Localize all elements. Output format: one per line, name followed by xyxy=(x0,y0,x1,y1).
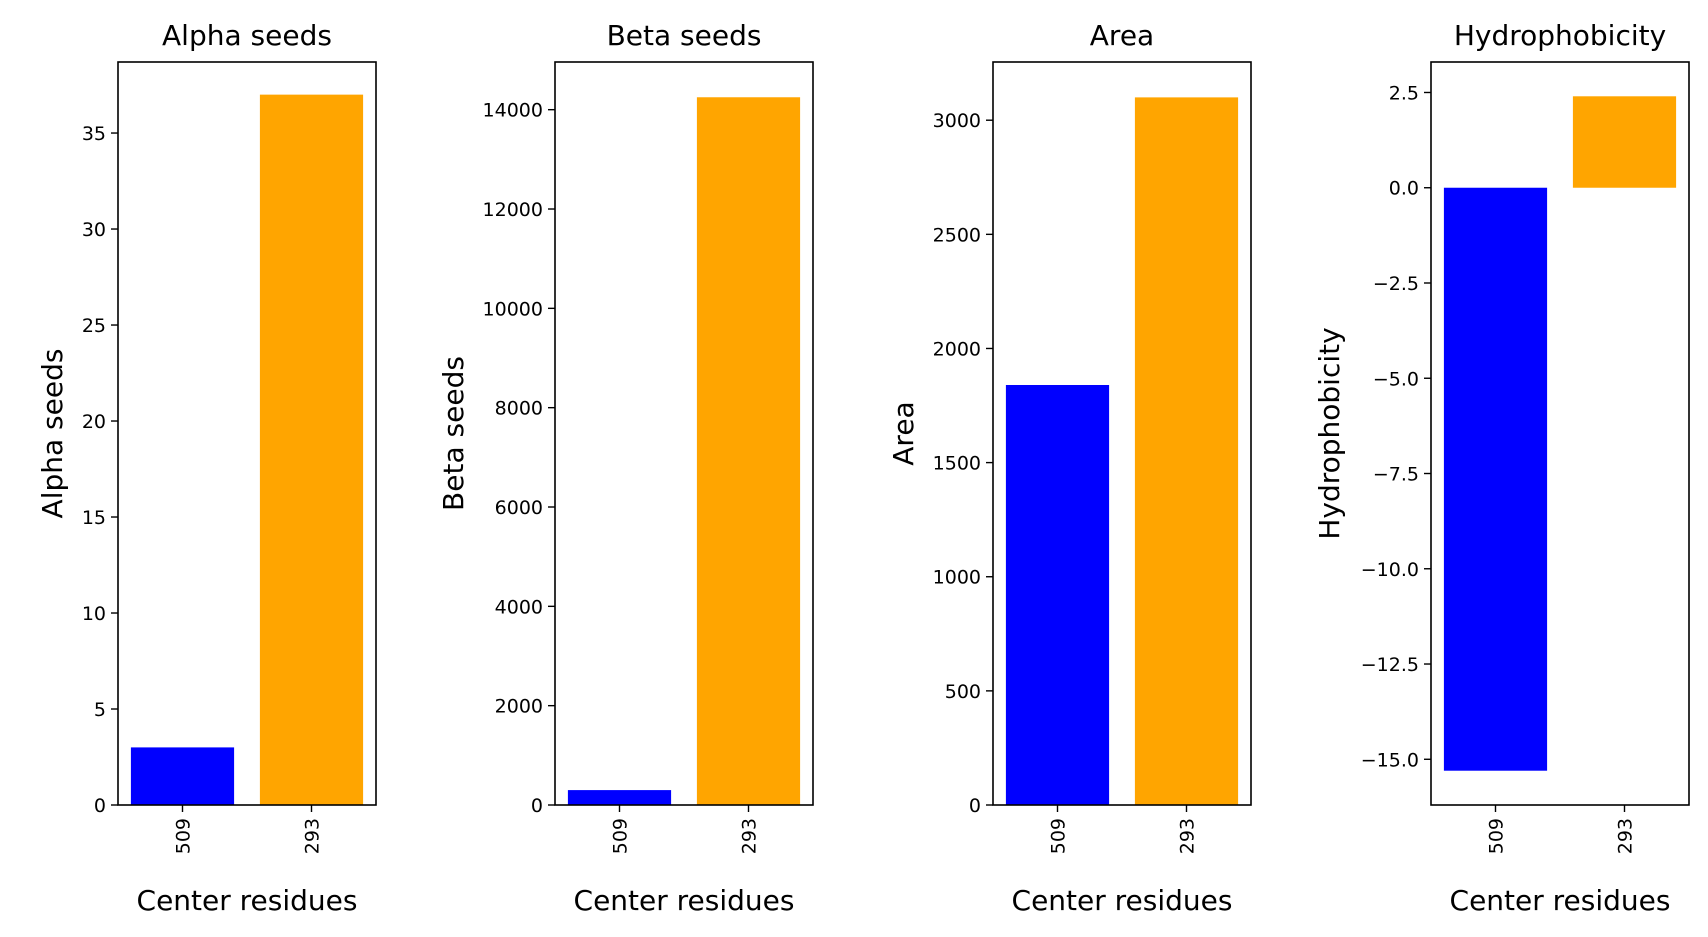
y-axis-label: Alpha seeds xyxy=(36,349,69,519)
y-tick-label: 2500 xyxy=(933,224,981,246)
x-axis-label: Center residues xyxy=(1012,884,1233,917)
y-tick-label: 35 xyxy=(82,123,106,145)
y-tick-label: 14000 xyxy=(483,100,543,122)
y-axis-label: Hydrophobicity xyxy=(1313,327,1346,539)
y-tick-label: 0 xyxy=(969,795,981,817)
y-tick-label: 30 xyxy=(82,219,106,241)
subplot-4: −15.0 −12.5 −10.0 −7.5 −5.0 −2.5 0.0 2.5 509 293 H… xyxy=(1313,19,1690,917)
axes-frame xyxy=(992,61,1252,806)
y-tick-label: 5 xyxy=(94,699,106,721)
x-axis-label: Center residues xyxy=(1450,884,1671,917)
y-axis-label: Area xyxy=(887,401,920,465)
y-tick-label: 1500 xyxy=(933,453,981,475)
bar-509 xyxy=(130,747,235,805)
y-tick-label: 2.5 xyxy=(1389,82,1419,104)
bar-509 xyxy=(1005,384,1110,805)
bar-509 xyxy=(1443,187,1548,771)
y-tick-label: −10.0 xyxy=(1361,559,1419,581)
bar-293 xyxy=(1134,97,1239,805)
y-tick-label: 10000 xyxy=(483,298,543,320)
y-tick-label: 15 xyxy=(82,507,106,529)
bar-293 xyxy=(1572,96,1677,188)
y-tick-label: 500 xyxy=(945,681,981,703)
x-tick-label: 509 xyxy=(173,818,195,854)
y-tick-label: −5.0 xyxy=(1373,368,1419,390)
y-tick-label: −2.5 xyxy=(1373,273,1419,295)
subplot-title: Area xyxy=(1090,19,1154,52)
y-tick-label: 2000 xyxy=(495,696,543,718)
subplot-2: 0 2000 4000 6000 8000 10000 12000 14000 509 293 Be… xyxy=(437,19,814,917)
x-axis-label: Center residues xyxy=(137,884,358,917)
y-tick-label: 0 xyxy=(94,795,106,817)
x-tick-label: 293 xyxy=(739,818,761,854)
x-axis-label: Center residues xyxy=(574,884,795,917)
y-tick-label: 0 xyxy=(531,795,543,817)
y-tick-label: 0.0 xyxy=(1389,178,1419,200)
subplot-title: Alpha seeds xyxy=(162,19,332,52)
y-tick-label: 3000 xyxy=(933,110,981,132)
y-tick-label: −7.5 xyxy=(1373,464,1419,486)
subplot-3: 0 500 1000 1500 2000 2500 3000 509 293 Area Center… xyxy=(887,19,1252,917)
y-tick-label: −15.0 xyxy=(1361,749,1419,771)
subplot-1: 0 5 10 15 20 25 30 35 509 293 Alpha seeds Center re… xyxy=(36,19,377,917)
y-tick-label: 1000 xyxy=(933,567,981,589)
y-tick-label: 4000 xyxy=(495,596,543,618)
x-tick-label: 293 xyxy=(1615,818,1637,854)
y-tick-label: 10 xyxy=(82,603,106,625)
bar-509 xyxy=(567,790,672,805)
x-tick-label: 509 xyxy=(1048,818,1070,854)
y-tick-label: 25 xyxy=(82,315,106,337)
bar-293 xyxy=(259,94,364,805)
axes-frame xyxy=(117,61,377,806)
bar-293 xyxy=(696,97,801,806)
y-tick-label: 6000 xyxy=(495,497,543,519)
x-tick-label: 509 xyxy=(610,818,632,854)
subplot-title: Beta seeds xyxy=(607,19,762,52)
y-tick-label: 2000 xyxy=(933,338,981,360)
axes-frame xyxy=(1430,61,1690,806)
y-tick-label: 8000 xyxy=(495,398,543,420)
x-tick-label: 293 xyxy=(1177,818,1199,854)
y-axis-label: Beta seeds xyxy=(437,356,470,511)
subplot-title: Hydrophobicity xyxy=(1454,19,1666,52)
y-tick-label: −12.5 xyxy=(1361,654,1419,676)
x-tick-label: 293 xyxy=(302,818,324,854)
axes-frame xyxy=(554,61,814,806)
y-tick-label: 12000 xyxy=(483,199,543,221)
y-tick-label: 20 xyxy=(82,411,106,433)
x-tick-label: 509 xyxy=(1486,818,1508,854)
